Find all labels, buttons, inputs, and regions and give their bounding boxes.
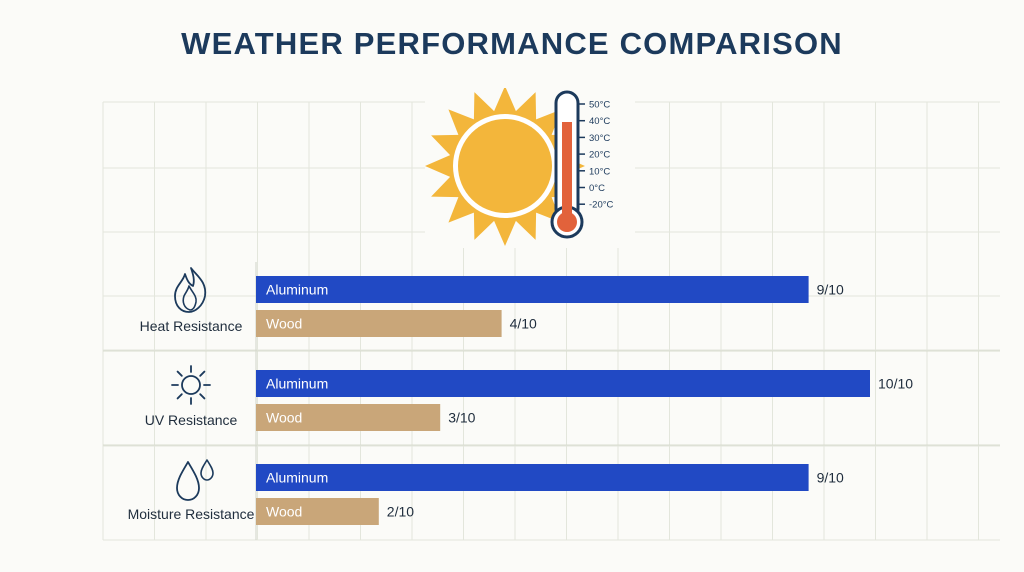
flame-icon	[174, 267, 207, 313]
bar-wood	[256, 498, 379, 525]
bar-wood	[256, 404, 441, 431]
bar-value-label: 4/10	[510, 316, 537, 332]
thermometer-scale-label: 50°C	[589, 100, 610, 111]
water-drops-icon	[176, 459, 214, 501]
bar-wood	[256, 310, 502, 337]
bar-series-label: Aluminum	[266, 376, 328, 392]
bar-series-label: Wood	[266, 316, 302, 332]
thermometer-scale-label: -20°C	[589, 200, 614, 211]
category-label: Moisture Resistance	[127, 506, 255, 522]
bar-value-label: 3/10	[448, 410, 475, 426]
sun-icon	[171, 365, 211, 405]
chart-title: WEATHER PERFORMANCE COMPARISON	[181, 26, 843, 61]
thermometer-scale-label: 0°C	[589, 183, 605, 194]
sun-thermometer-illustration: 50°C 40°C 30°C 20°C 10°C 0°C -20°C	[425, 88, 635, 248]
thermometer-scale-label: 20°C	[589, 150, 610, 161]
category-label: UV Resistance	[144, 412, 238, 428]
bar-value-label: 10/10	[878, 376, 913, 392]
bar-aluminum	[256, 276, 809, 303]
sun-icon	[425, 88, 585, 246]
bar-value-label: 9/10	[817, 470, 844, 486]
category-label: Heat Resistance	[139, 318, 243, 334]
bar-aluminum	[256, 464, 809, 491]
thermometer-scale-label: 10°C	[589, 166, 610, 177]
bar-value-label: 9/10	[817, 282, 844, 298]
bar-aluminum	[256, 370, 870, 397]
thermometer-scale-label: 40°C	[589, 116, 610, 127]
bar-value-label: 2/10	[387, 504, 414, 520]
thermometer-icon	[550, 90, 584, 239]
bar-series-label: Wood	[266, 504, 302, 520]
bar-series-label: Aluminum	[266, 470, 328, 486]
bar-series-label: Aluminum	[266, 282, 328, 298]
thermometer-scale-label: 30°C	[589, 133, 610, 144]
bar-series-label: Wood	[266, 410, 302, 426]
